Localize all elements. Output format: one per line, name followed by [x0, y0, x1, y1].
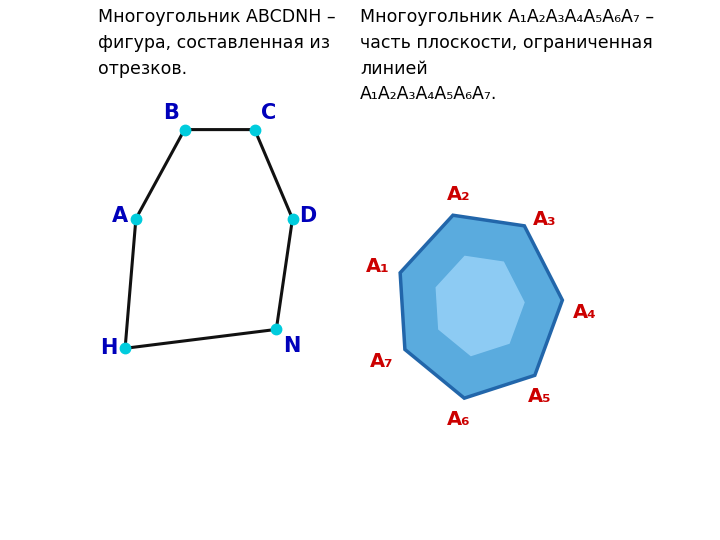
Text: A₄: A₄: [573, 302, 597, 321]
Text: A₇: A₇: [370, 352, 394, 371]
Text: B: B: [163, 103, 179, 124]
Text: H: H: [100, 338, 117, 359]
Text: Многоугольник А₁А₂А₃А₄А₅А₆А₇ –
часть плоскости, ограниченная
линией
А₁А₂А₃А₄А₅А₆: Многоугольник А₁А₂А₃А₄А₅А₆А₇ – часть пло…: [360, 8, 654, 103]
Text: A: A: [112, 206, 127, 226]
Text: A₆: A₆: [447, 410, 471, 429]
Text: A₅: A₅: [528, 387, 552, 407]
Text: A₂: A₂: [446, 185, 470, 204]
Polygon shape: [436, 255, 525, 356]
Text: D: D: [299, 206, 316, 226]
Text: Многоугольник ABCDNH –
фигура, составленная из
отрезков.: Многоугольник ABCDNH – фигура, составлен…: [98, 8, 336, 78]
Polygon shape: [400, 215, 562, 398]
Text: N: N: [283, 335, 300, 356]
Text: A₁: A₁: [366, 257, 390, 276]
Text: C: C: [261, 103, 276, 124]
Text: A₃: A₃: [533, 210, 557, 229]
